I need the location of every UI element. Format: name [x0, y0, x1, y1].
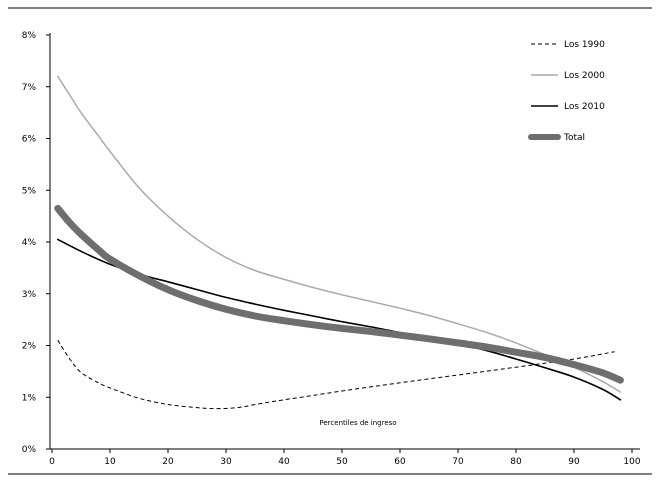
series-line-los-1990 [57, 340, 615, 410]
axes-group: 0% 1% 2% 3% 4% 5% 6% 7% 8% 0 10 20 30 40 50 60 70 80 90 100 [22, 31, 641, 467]
y-tick-label: 1% [22, 393, 37, 403]
series-group [54, 75, 624, 410]
series-line-los-2000 [57, 75, 622, 393]
y-tick-label: 4% [22, 238, 37, 248]
legend-label-los-2000: Los 2000 [564, 71, 605, 81]
x-tick-label: 50 [336, 457, 348, 467]
legend-label-los-2010: Los 2010 [564, 102, 605, 112]
x-tick-label: 70 [452, 457, 464, 467]
series-line-los-2010 [57, 238, 622, 401]
y-tick-label: 2% [22, 342, 37, 352]
legend-label-los-1990: Los 1990 [564, 40, 605, 50]
y-tick-label: 7% [22, 83, 37, 93]
x-tick-label: 20 [162, 457, 174, 467]
y-tick-label: 8% [22, 31, 37, 41]
x-tick-label: 90 [568, 457, 580, 467]
y-tick-label: 3% [22, 290, 37, 300]
legend-label-total: Total [563, 133, 585, 143]
x-tick-label: 60 [394, 457, 406, 467]
series-line-total [54, 204, 624, 384]
y-tick-label: 6% [22, 135, 37, 145]
x-axis-label: Percentiles de ingreso [319, 419, 396, 427]
y-tick-label: 5% [22, 186, 37, 196]
x-tick-label: 10 [104, 457, 116, 467]
x-tick-label: 80 [510, 457, 522, 467]
x-tick-label: 30 [220, 457, 232, 467]
x-tick-label: 100 [623, 457, 640, 467]
y-tick-label: 0% [22, 445, 37, 455]
x-tick-label: 0 [49, 457, 55, 467]
legend: Los 1990 Los 2000 Los 2010 Total [528, 40, 605, 143]
x-tick-label: 40 [278, 457, 290, 467]
